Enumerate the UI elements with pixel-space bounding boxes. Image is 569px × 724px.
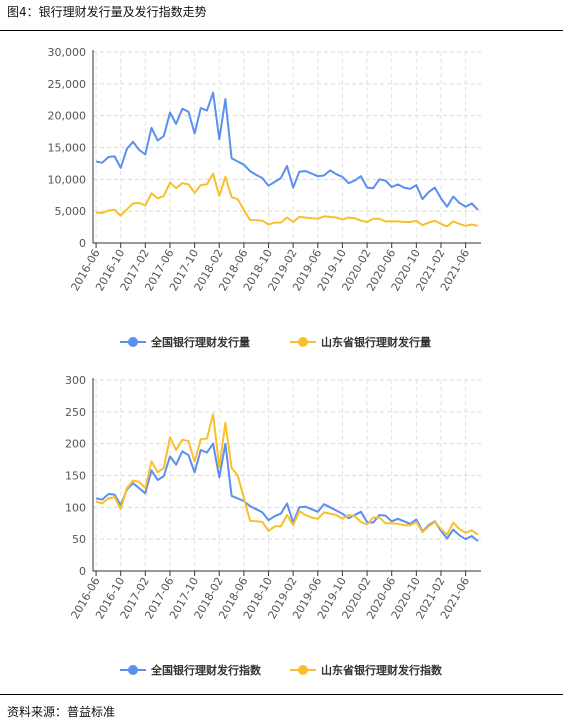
top-rule — [0, 30, 563, 31]
y-tick-label: 15,000 — [48, 142, 87, 155]
y-tick-label: 5,000 — [55, 205, 87, 218]
figure-title: 图4：银行理财发行量及发行指数走势 — [7, 5, 207, 19]
legend-label: 全国银行理财发行量 — [150, 335, 250, 349]
y-tick-label: 0 — [79, 565, 86, 578]
legend-item-shandong: 山东省银行理财发行量 — [290, 335, 431, 349]
issuance-volume-chart: 05,00010,00015,00020,00025,00030,0002016… — [48, 46, 481, 349]
y-tick-label: 100 — [65, 501, 86, 514]
legend-label: 全国银行理财发行指数 — [150, 663, 262, 677]
series-line-shandong — [95, 172, 479, 228]
y-tick-label: 10,000 — [48, 173, 87, 186]
legend-label: 山东省银行理财发行量 — [321, 335, 431, 349]
y-tick-label: 150 — [65, 470, 86, 483]
y-tick-label: 250 — [65, 406, 86, 419]
legend-marker — [128, 665, 138, 675]
issuance-index-chart: 0501001502002503002016-062016-102017-022… — [65, 374, 481, 677]
y-tick-label: 20,000 — [48, 110, 87, 123]
legend-item-national: 全国银行理财发行量 — [120, 335, 250, 349]
legend-item-shandong: 山东省银行理财发行指数 — [290, 663, 443, 677]
y-tick-label: 300 — [65, 374, 86, 387]
y-tick-label: 25,000 — [48, 78, 87, 91]
legend-item-national: 全国银行理财发行指数 — [120, 663, 262, 677]
legend-marker — [298, 337, 308, 347]
legend-marker — [298, 665, 308, 675]
bottom-rule — [0, 694, 563, 695]
legend-label: 山东省银行理财发行指数 — [321, 663, 443, 677]
y-tick-label: 200 — [65, 438, 86, 451]
series-line-national — [95, 442, 479, 542]
series-line-shandong — [95, 413, 479, 536]
y-tick-label: 0 — [79, 237, 86, 250]
legend-marker — [128, 337, 138, 347]
series-line-national — [95, 91, 479, 211]
y-tick-label: 50 — [72, 533, 86, 546]
y-tick-label: 30,000 — [48, 46, 87, 59]
source-note: 资料来源：普益标准 — [7, 705, 116, 719]
